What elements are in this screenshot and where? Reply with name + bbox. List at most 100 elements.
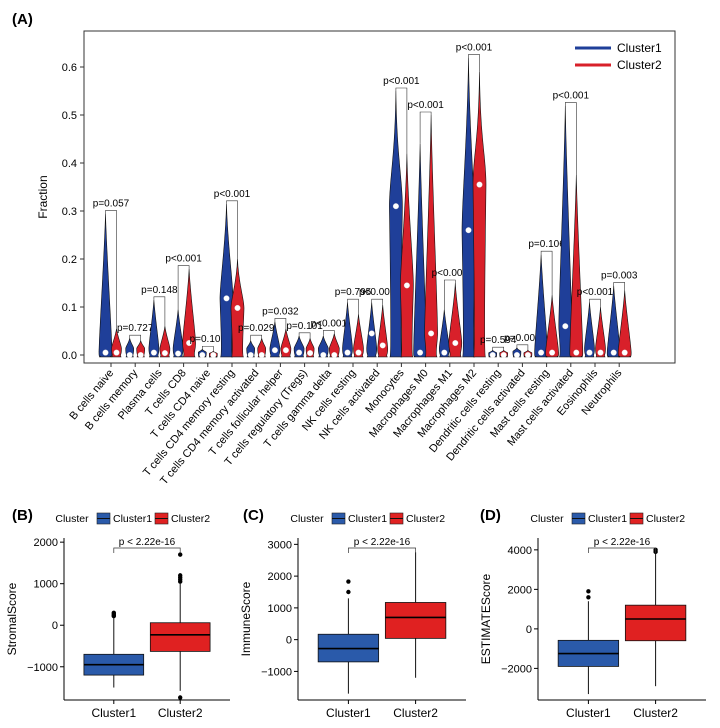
cluster1-median — [296, 349, 303, 356]
p-value-label: p<0.001 — [359, 287, 396, 298]
y-tick-label: −1000 — [27, 662, 58, 674]
cluster1-violin — [558, 105, 573, 358]
significance-bracket — [419, 111, 432, 144]
significance-bracket — [298, 332, 311, 339]
significance-bracket — [226, 200, 238, 259]
y-tick-label: 0 — [286, 635, 292, 647]
y-axis-title: ImmuneScore — [239, 581, 253, 656]
p-value-label: p<0.001 — [383, 76, 420, 87]
cluster1-median — [247, 352, 254, 358]
estimate-boxplot-panel: Cluster Cluster1 Cluster2 4000 2000 0 −2000 EST… — [479, 512, 706, 720]
cluster2-violin — [377, 304, 389, 358]
cluster1-median — [150, 349, 157, 356]
y-tick-label: 4000 — [508, 545, 532, 557]
outlier-point — [178, 552, 183, 557]
cluster1-median — [344, 349, 351, 356]
x-tick-label: Cluster1 — [566, 706, 611, 720]
y-axis-title: ESTIMATEScore — [479, 573, 493, 664]
significance-bracket — [177, 265, 190, 310]
panel-label-a: (A) — [12, 11, 33, 28]
cluster1-median — [392, 203, 399, 210]
cluster1-median — [271, 347, 278, 354]
panel-label-c: (C) — [243, 507, 264, 524]
cluster1-violin — [219, 203, 234, 358]
cluster2-median — [307, 350, 314, 357]
box-cluster2 — [624, 604, 687, 642]
cluster1-median — [199, 352, 206, 358]
p-value-label: p=0.029 — [238, 323, 275, 334]
panel-label-d: (D) — [480, 507, 501, 524]
p-value-label: p < 2.22e-16 — [354, 537, 411, 548]
cluster2-median — [186, 340, 193, 346]
p-value-label: p=0.148 — [141, 285, 178, 296]
cluster2-median — [403, 282, 410, 289]
cluster1-median — [562, 323, 569, 330]
significance-bracket — [323, 330, 335, 336]
p-value-label: p<0.001 — [432, 268, 469, 279]
cluster2-median — [355, 349, 362, 356]
p-value-label: p=0.032 — [262, 306, 299, 317]
cluster2-median — [524, 352, 531, 358]
significance-bracket — [202, 345, 214, 352]
box-cluster2 — [384, 602, 447, 639]
legend-label-cluster1: Cluster1 — [348, 513, 387, 525]
legend-label-cluster1: Cluster1 — [617, 41, 662, 55]
x-tick-label: Cluster2 — [393, 706, 438, 720]
cluster1-median — [465, 227, 472, 234]
cluster2-median — [452, 340, 459, 346]
cluster1-median — [175, 350, 182, 357]
cluster1-violin — [148, 299, 160, 358]
p-value-label: p=0.057 — [93, 198, 130, 209]
cluster2-median — [137, 352, 144, 358]
p-value-label: p=0.003 — [504, 333, 541, 344]
cluster2-median — [500, 352, 507, 358]
significance-bracket — [395, 87, 408, 154]
cluster1-violin — [584, 302, 595, 358]
outlier-point — [111, 613, 117, 619]
significance-bracket — [274, 318, 287, 329]
p-value-label: p<0.001 — [214, 189, 251, 200]
cluster1-median — [538, 349, 545, 356]
y-tick-label: 0.3 — [62, 206, 77, 218]
significance-bracket — [153, 296, 166, 327]
cluster2-violin — [424, 114, 438, 358]
cluster1-median — [126, 352, 133, 358]
cluster1-median — [417, 349, 424, 356]
y-tick-label: 0.5 — [62, 110, 77, 122]
cluster1-violin — [438, 309, 450, 358]
cluster2-violin — [617, 290, 632, 358]
cluster1-median — [368, 330, 375, 337]
outlier-point — [178, 695, 183, 700]
x-tick-label: Cluster1 — [91, 706, 136, 720]
cluster1-median — [513, 352, 520, 358]
cluster1-violin — [366, 302, 378, 358]
y-tick-label: 2000 — [34, 537, 58, 549]
significance-bracket — [113, 547, 181, 553]
significance-bracket — [492, 346, 504, 351]
cluster1-violin — [413, 143, 427, 358]
legend-label-cluster1: Cluster1 — [588, 513, 627, 525]
significance-bracket — [347, 298, 359, 315]
p-value-label: p < 2.22e-16 — [119, 537, 176, 548]
outlier-point — [586, 595, 591, 600]
legend-title: Cluster — [55, 513, 89, 525]
x-tick-label: Cluster2 — [633, 706, 678, 720]
cluster2-violin — [595, 306, 606, 358]
x-tick-label: Cluster2 — [158, 706, 203, 720]
p-value-label: p<0.001 — [456, 42, 493, 53]
significance-bracket — [516, 344, 529, 351]
cluster2-violin — [111, 328, 122, 358]
p-value-label: p=0.727 — [117, 323, 154, 334]
p-value-label: p<0.001 — [311, 318, 348, 329]
cluster2-median — [282, 347, 289, 354]
p-value-label: p<0.001 — [577, 287, 614, 298]
significance-bracket — [540, 250, 553, 295]
y-tick-label: 2000 — [508, 584, 532, 596]
y-tick-label: 0.4 — [62, 158, 77, 170]
p-value-label: p<0.001 — [165, 254, 202, 265]
cluster1-violin — [534, 254, 548, 358]
outlier-point — [346, 589, 351, 595]
significance-bracket — [589, 298, 601, 307]
cluster2-violin — [182, 268, 196, 358]
cluster1-median — [489, 352, 496, 358]
